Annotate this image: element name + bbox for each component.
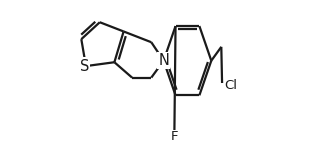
Text: Cl: Cl: [225, 79, 237, 92]
Text: S: S: [80, 59, 89, 74]
Text: F: F: [171, 130, 178, 143]
Text: N: N: [158, 53, 169, 68]
